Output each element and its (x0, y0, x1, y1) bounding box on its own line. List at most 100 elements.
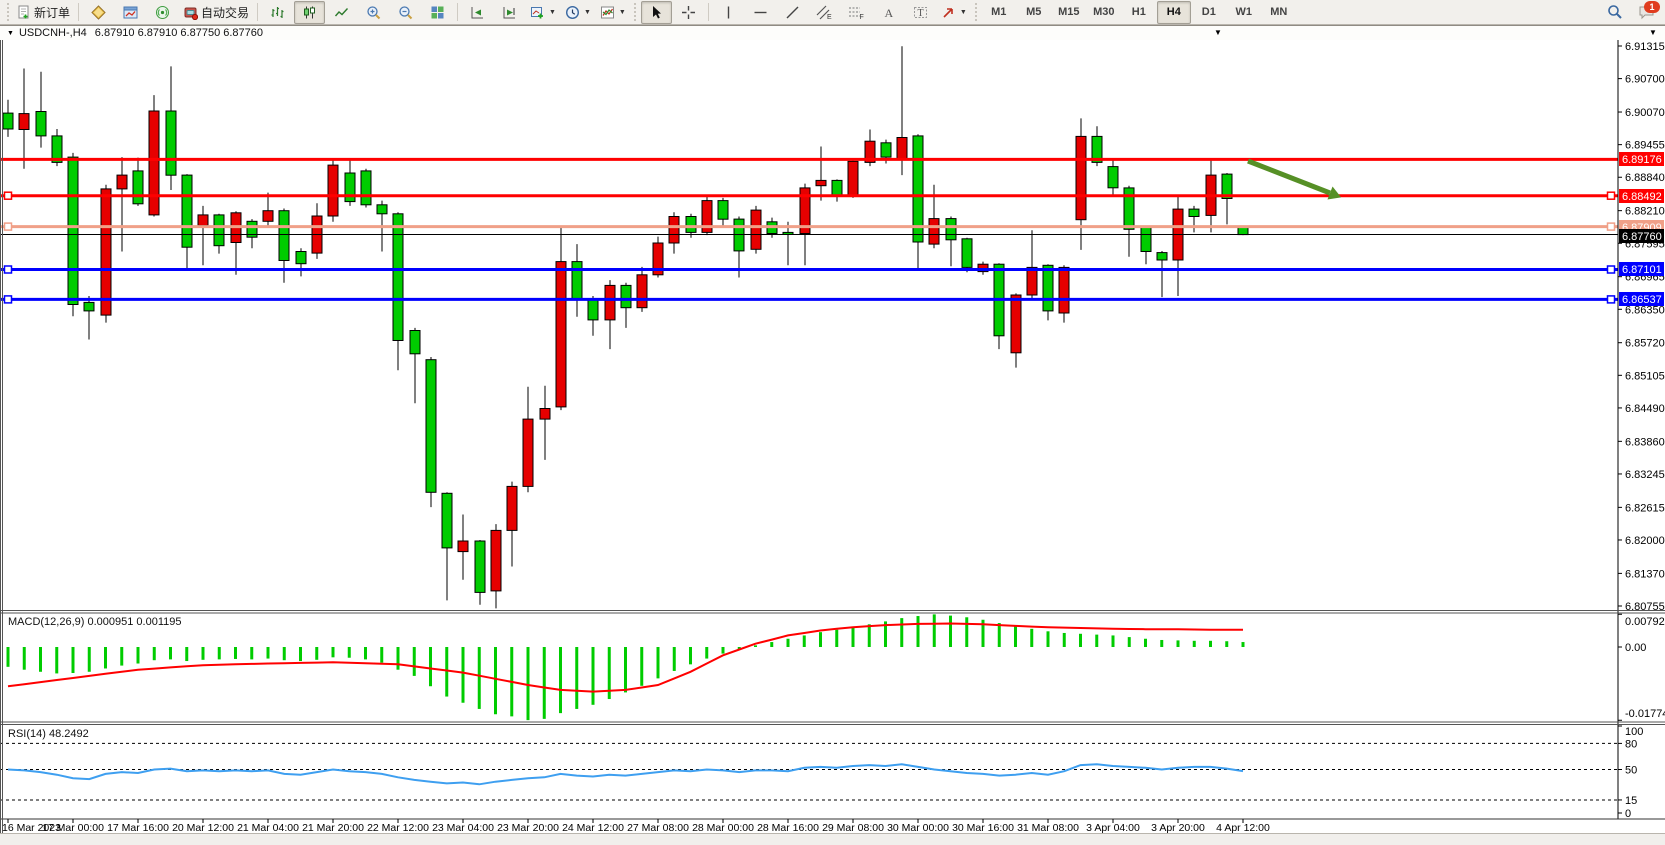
timeframe-d1[interactable]: D1 (1201, 6, 1216, 18)
candle-body-down (213, 214, 225, 247)
fibonacci-icon: F (849, 7, 864, 20)
hline-handle[interactable] (3, 295, 13, 304)
price-badge-6.86537 (1619, 292, 1664, 306)
timeframe-h1[interactable]: H1 (1131, 6, 1146, 18)
zoom-in-button[interactable] (358, 1, 389, 24)
equidistant-channel-button[interactable]: E (809, 1, 840, 24)
autotrading-button[interactable]: 自动交易 (179, 1, 253, 24)
chart-menu-icon[interactable]: ▼ (7, 29, 14, 37)
timeframe-h4[interactable]: H4 (1156, 0, 1191, 24)
timeframe-w1[interactable]: W1 (1235, 6, 1253, 18)
bar-chart-icon (271, 6, 284, 18)
notification-badge: 1 (1644, 0, 1660, 13)
hline-handle[interactable] (3, 265, 13, 274)
bar-chart-mode-button[interactable] (262, 1, 293, 24)
candle-body-up (977, 263, 989, 273)
horizontal-line-button[interactable] (745, 1, 776, 24)
candle-body-up (750, 209, 762, 250)
candle-body-down (67, 156, 79, 305)
zoom-out-button[interactable] (390, 1, 421, 24)
candle-body-down (1091, 135, 1103, 163)
vertical-line-button[interactable] (713, 1, 744, 24)
chart-shift-button[interactable] (494, 1, 525, 24)
price-tick-label: 6.90070 (1625, 107, 1665, 119)
timeframe-m30[interactable]: M30 (1093, 6, 1115, 18)
candle-body-down (246, 220, 258, 238)
candle-body-down (1156, 252, 1168, 261)
candle-body-up (604, 284, 616, 321)
price-tick-label: 6.91315 (1625, 41, 1665, 53)
arrows-button[interactable]: ▼ (937, 1, 971, 24)
candlestick-mode-button[interactable] (294, 0, 326, 24)
price-tick-label: 6.80755 (1625, 601, 1665, 613)
hline-handle[interactable] (1606, 191, 1616, 200)
candle-body-up (197, 214, 209, 226)
hline-handle[interactable] (3, 191, 13, 200)
hline-handle[interactable] (1606, 265, 1616, 274)
candle-body-up (1075, 135, 1087, 221)
chart-title-bar[interactable]: ▼ USDCNH-,H4 6.87910 6.87910 6.87750 6.8… (0, 25, 1665, 40)
candle-body-up (1010, 294, 1022, 354)
time-tick-label: 27 Mar 08:00 (627, 822, 689, 833)
candle-body-down (880, 142, 892, 158)
candle-body-down (587, 298, 599, 321)
candle-body-down (344, 172, 356, 203)
price-badge-6.87101 (1619, 262, 1664, 276)
price-tick-label: 6.85105 (1625, 370, 1665, 382)
chart-corner-icon[interactable]: ▼ (1649, 28, 1657, 37)
search-button[interactable] (1599, 1, 1630, 24)
new-chart-button[interactable]: ▼ (526, 1, 560, 24)
text-label-button[interactable]: T (905, 1, 936, 24)
candle-body-down (1188, 208, 1200, 218)
hline-handle[interactable] (1606, 295, 1616, 304)
price-tick-label: 6.89455 (1625, 140, 1665, 152)
toolbar-grip[interactable] (632, 3, 638, 21)
new-order-button[interactable]: 新订单 (13, 1, 74, 24)
chart-collapse-icon[interactable]: ▼ (1214, 28, 1222, 37)
separator (257, 3, 259, 21)
candle-body-up (327, 164, 339, 217)
crosshair-button[interactable] (673, 1, 704, 24)
notifications-button[interactable]: 1 (1631, 0, 1662, 24)
chart-symbol-period: USDCNH-,H4 (18, 27, 87, 39)
time-tick-label: 22 Mar 12:00 (367, 822, 429, 833)
fibonacci-button[interactable]: F (841, 1, 872, 24)
price-tick-label: 6.88210 (1625, 206, 1665, 218)
trendline-button[interactable] (777, 1, 808, 24)
hline-handle[interactable] (1606, 222, 1616, 231)
candle-body-up (668, 216, 680, 244)
indicators-button[interactable]: ▼ (596, 1, 630, 24)
chart-canvas[interactable]: 6.91315 6.90700 6.90070 6.89455 6.88840 6.882… (0, 40, 1665, 833)
period-button[interactable]: ▼ (561, 1, 595, 24)
current-price-badge (1619, 229, 1664, 243)
timeframe-mn[interactable]: MN (1270, 6, 1288, 18)
time-tick-label: 3 Apr 04:00 (1086, 822, 1140, 833)
toolbar-grip[interactable] (5, 3, 10, 21)
macd-tick-label: 0.00 (1625, 642, 1646, 654)
tile-windows-button[interactable] (422, 1, 453, 24)
candle-body-up (928, 218, 940, 245)
candle-body-up (539, 408, 551, 420)
svg-text:E: E (827, 14, 832, 20)
trend-arrow-head[interactable] (1327, 186, 1342, 200)
trend-arrow-line[interactable] (1247, 158, 1331, 196)
charts-button[interactable] (115, 1, 146, 24)
cursor-button[interactable] (640, 0, 672, 24)
text-button[interactable]: A (873, 1, 904, 24)
auto-scroll-button[interactable] (462, 1, 493, 24)
line-chart-mode-button[interactable] (326, 1, 357, 24)
autotrading-icon (183, 5, 199, 20)
candle-body-down (620, 284, 632, 309)
timeframe-m15[interactable]: M15 (1058, 6, 1080, 18)
hline-handle[interactable] (3, 222, 13, 231)
toolbar-grip[interactable] (973, 3, 979, 21)
svg-text:F: F (860, 14, 864, 20)
candle-body-up (116, 174, 128, 190)
timeframe-m1[interactable]: M1 (991, 6, 1007, 18)
market-watch-button[interactable] (83, 1, 114, 24)
candle-body-up (555, 261, 567, 408)
timeframe-m5[interactable]: M5 (1026, 6, 1042, 18)
arrow-shape-icon (943, 7, 953, 18)
signals-button[interactable] (147, 1, 178, 24)
candle-body-up (799, 187, 811, 234)
